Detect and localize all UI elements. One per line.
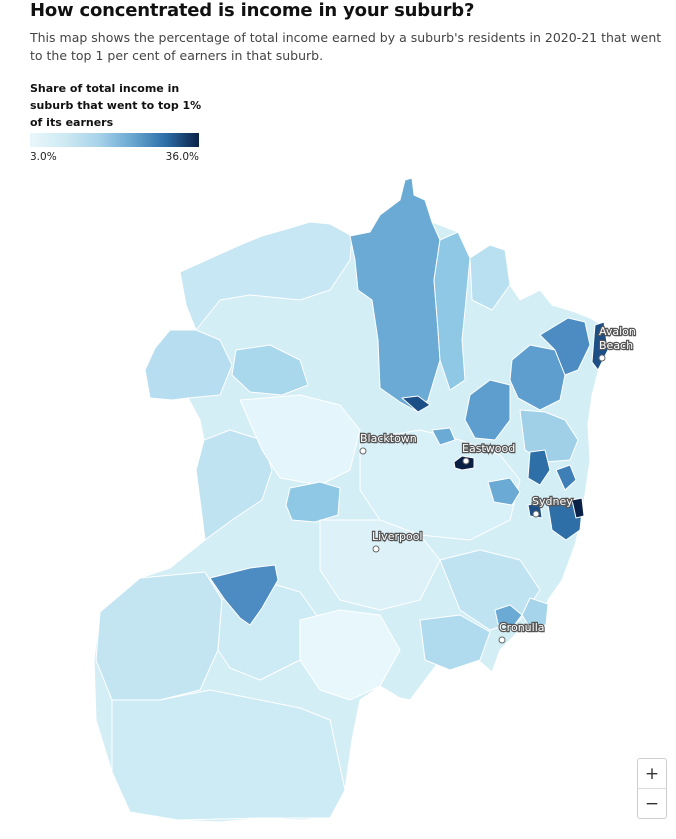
place-dot [359,447,367,455]
zoom-divider [638,788,666,789]
place-dot [462,457,470,465]
place-markers: Avalon Beach Blacktown Eastwood Sydney L… [359,324,637,644]
page-subtitle: This map shows the percentage of total i… [30,30,662,63]
region-south-east-light [521,597,549,629]
region-southwest [95,571,223,701]
region-northern-beaches [539,317,591,376]
place-dot [498,636,506,644]
place-dot [372,545,380,553]
zoom-out-button[interactable]: − [644,793,660,814]
place-eastwood: Eastwood [461,441,516,465]
legend-color-ramp [30,133,199,147]
region-far-south [111,689,346,821]
place-cronulla: Cronulla [498,620,546,644]
region-inner-city-mid [487,477,521,506]
place-label-line: Eastwood [462,442,515,455]
region-mosman [555,464,577,491]
legend-min-label: 3.0% [30,151,57,163]
region-liverpool-area [319,519,441,611]
page-title: How concentrated is income in your subur… [30,0,475,21]
region-central-light [239,394,361,486]
place-label-line: Beach [599,339,633,352]
place-label-line: Avalon [599,325,636,338]
region-parramatta-mid [431,427,456,446]
region-sutherland [419,614,491,671]
region-cronulla-mid [494,604,523,629]
region-northwest-outer [179,221,353,331]
place-liverpool: Liverpool [371,529,424,553]
region-richmond [231,344,309,396]
place-dot [532,510,540,518]
region-northeast-light [469,244,511,311]
zoom-control: + − [637,758,667,819]
region-west-mid [195,429,273,541]
region-vaucluse [571,497,585,519]
region-north-shore-light [519,409,579,463]
region-west-upper [144,329,233,401]
zoom-in-button[interactable]: + [644,763,660,784]
legend-max-label: 36.0% [165,151,199,163]
legend-title: Share of total income in suburb that wen… [30,82,202,129]
region-south-central [299,609,401,701]
place-label-line: Blacktown [360,432,417,445]
region-north-shore-mid [464,379,511,441]
region-lane-cove [527,449,551,486]
suburb-regions [93,177,609,823]
region-north-hills-east [433,231,471,391]
region-campbelltown-dark [209,564,279,626]
place-label-line: Liverpool [372,530,422,543]
region-penrith-block [285,481,341,523]
place-dot [598,354,606,362]
place-label-line: Sydney [532,495,573,508]
place-avalon-beach: Avalon Beach [598,324,637,362]
region-dark-hills [401,395,431,413]
place-label-line: Cronulla [499,621,545,634]
place-blacktown: Blacktown [359,431,418,455]
place-sydney: Sydney [531,494,574,518]
region-ku-ring-gai [509,344,566,411]
